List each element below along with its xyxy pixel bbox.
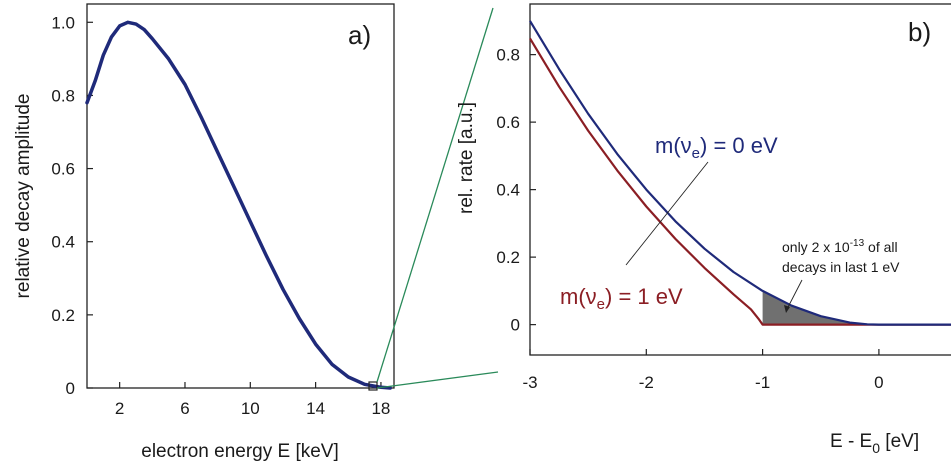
panel-b-x-tick-label: 0 [874,373,883,392]
series-label-1eV: m(νe) = 1 eV [560,284,683,313]
panel-a-x-tick-label: 6 [180,399,189,418]
panel-b-y-tick-label: 0.2 [496,248,520,267]
panel-a-x-tick-label: 14 [306,399,325,418]
panel-a-x-tick-label: 10 [241,399,260,418]
panel-b-x-axis-label-main: E - E [830,431,872,452]
panel-a-x-axis-label: electron energy E [keV] [141,441,339,462]
panel-b-x-axis-label: E - E0 [eV] [830,431,919,456]
zoom-connector-top [376,7,494,383]
series-label-0eV-rest: ) = 0 eV [700,133,778,158]
panel-b-series-line-0eV [529,20,951,326]
series-label-1eV-main: m(ν [560,284,597,309]
panel-a-y-tick-label: 0.4 [51,233,75,252]
series-label-0eV-sub: e [692,145,700,162]
panel-b-label: b) [908,17,931,47]
panel-b-y-tick-label: 0 [511,316,520,335]
note-line-1-sup: -13 [850,238,865,249]
series-label-0eV-main: m(ν [655,133,692,158]
panel-a-series-line [85,20,392,390]
panel-a-y-tick-label: 0.2 [51,306,75,325]
zoom-connector-bottom [376,371,499,389]
panel-a-series [85,20,392,390]
panel-a-y-ticks: 0 0.2 0.4 0.6 0.8 1.0 [51,13,93,398]
panel-b-series-line-1eV [529,37,951,326]
panel-b-x-tick-label: -3 [522,373,537,392]
panel-a-y-tick-label: 0 [66,379,75,398]
panel-b-frame [529,3,951,356]
series-label-1eV-rest: ) = 1 eV [605,284,683,309]
panel-b-y-tick-label: 0.4 [496,181,520,200]
zoom-region-marker [368,381,378,391]
panel-a-label: a) [348,20,371,50]
panel-b-x-ticks: -3 -2 -1 0 [522,349,884,392]
note-line-1-post: of all [864,239,897,255]
note-arrow-head [784,305,790,313]
panel-b-shaded-area [762,290,879,325]
panel-a-y-tick-label: 0.8 [51,86,75,105]
panel-a-x-tick-label: 18 [371,399,390,418]
panel-b: 00.20.40.60.8 -3 -2 -1 0 b) E - E0 [eV] rel… [456,3,951,456]
panel-b-y-tick-label: 0.8 [496,46,520,65]
panel-a-y-axis-label: relative decay amplitude [13,94,34,299]
panel-b-x-axis-label-unit: [eV] [880,431,919,452]
panel-a-x-tick-label: 2 [115,399,124,418]
panel-b-x-tick-label: -2 [639,373,654,392]
series-label-0eV: m(νe) = 0 eV [655,133,778,162]
panel-a-y-tick-label: 0.6 [51,160,75,179]
panel-b-x-tick-label: -1 [755,373,770,392]
panel-b-x-axis-label-sub: 0 [872,440,880,456]
panel-b-y-tick-label: 0.6 [496,113,520,132]
note-line-1-pre: only 2 x 10 [782,239,850,255]
note-line-1: only 2 x 10-13 of all [782,238,898,255]
series-label-leader-line [625,161,709,266]
series-label-1eV-sub: e [597,296,605,313]
panel-a-frame [86,3,395,389]
panel-b-y-axis-label: rel. rate [a.u.] [456,102,477,214]
panel-b-shaded-region [762,290,879,325]
note-arrow-line [785,279,803,312]
note-line-2: decays in last 1 eV [782,259,900,275]
panel-b-series [529,20,951,326]
panel-a-y-tick-label: 1.0 [51,13,75,32]
panel-a: 0 0.2 0.4 0.6 0.8 1.0 2 6 10 14 18 a) electron en… [13,3,395,462]
panel-b-y-ticks: 0 0.2 0.4 0.6 0.8 [496,46,536,335]
